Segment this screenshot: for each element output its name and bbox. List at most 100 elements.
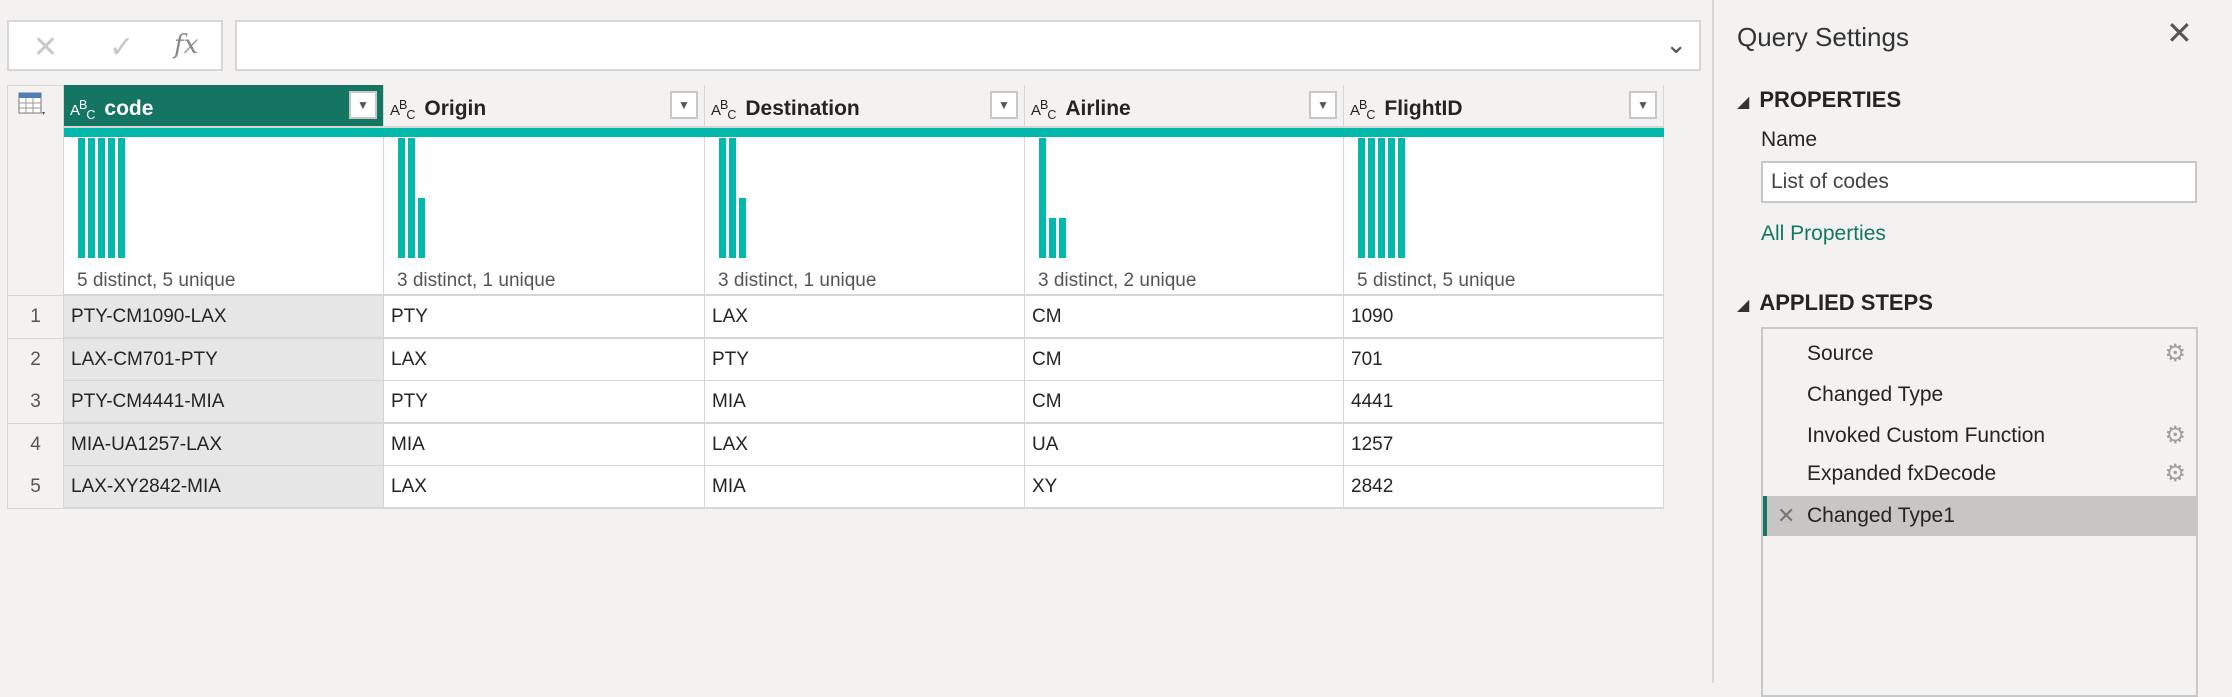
text-type-icon[interactable]: ABC xyxy=(70,98,95,122)
table-cell[interactable]: PTY xyxy=(384,296,705,339)
column-header-origin[interactable]: ABC Origin ▼ xyxy=(384,85,705,128)
table-cell[interactable]: PTY-CM1090-LAX xyxy=(64,296,384,339)
row-number[interactable]: 1 xyxy=(7,296,64,339)
column-quality-bar xyxy=(64,128,384,137)
applied-steps-list: Source ⚙ Changed Type Invoked Custom Fun… xyxy=(1761,327,2198,697)
distinct-unique-summary: 5 distinct, 5 unique xyxy=(1357,270,1516,291)
table-cell[interactable]: 1090 xyxy=(1344,296,1664,339)
applied-step[interactable]: Expanded fxDecode ⚙ xyxy=(1763,454,2196,494)
row-number[interactable]: 2 xyxy=(7,338,64,382)
histogram-bar[interactable] xyxy=(729,138,736,258)
table-cell[interactable]: PTY xyxy=(384,381,705,424)
histogram-bar[interactable] xyxy=(78,138,85,258)
histogram-bar[interactable] xyxy=(1398,138,1405,258)
histogram-bar[interactable] xyxy=(739,198,746,258)
table-cell[interactable]: CM xyxy=(1025,381,1344,424)
table-cell[interactable]: MIA xyxy=(705,466,1025,509)
row-number[interactable]: 4 xyxy=(7,423,64,467)
applied-step[interactable]: Changed Type xyxy=(1763,375,2196,415)
histogram-bar[interactable] xyxy=(1368,138,1375,258)
column-header-destination[interactable]: ABC Destination ▼ xyxy=(705,85,1025,128)
text-type-icon[interactable]: ABC xyxy=(390,98,415,122)
column-quality-bar xyxy=(384,128,705,137)
column-name: Airline xyxy=(1065,97,1131,120)
column-profile[interactable]: 5 distinct, 5 unique xyxy=(1344,137,1664,296)
table-cell[interactable]: CM xyxy=(1025,296,1344,339)
gear-icon[interactable]: ⚙ xyxy=(2164,422,2186,449)
applied-step[interactable]: Source ⚙ xyxy=(1763,334,2196,374)
row-number[interactable]: 3 xyxy=(7,381,64,424)
table-cell[interactable]: LAX-XY2842-MIA xyxy=(64,466,384,509)
table-cell[interactable]: 701 xyxy=(1344,338,1664,382)
histogram-bar[interactable] xyxy=(408,138,415,258)
column-profile[interactable]: 3 distinct, 1 unique xyxy=(705,137,1025,296)
table-cell[interactable]: MIA xyxy=(705,381,1025,424)
all-properties-link[interactable]: All Properties xyxy=(1761,222,1886,245)
text-type-icon[interactable]: ABC xyxy=(711,98,736,122)
histogram-bar[interactable] xyxy=(118,138,125,258)
column-quality-bar xyxy=(705,128,1025,137)
filter-dropdown-button[interactable]: ▼ xyxy=(990,91,1018,119)
filter-dropdown-button[interactable]: ▼ xyxy=(1629,91,1657,119)
histogram-bar[interactable] xyxy=(418,198,425,258)
check-icon[interactable]: ✓ xyxy=(109,31,135,64)
column-profile[interactable]: 5 distinct, 5 unique xyxy=(64,137,384,296)
table-menu-button[interactable] xyxy=(7,85,64,296)
histogram-bar[interactable] xyxy=(1059,218,1066,258)
histogram-bar[interactable] xyxy=(398,138,405,258)
histogram-bar[interactable] xyxy=(108,138,115,258)
table-cell[interactable]: 1257 xyxy=(1344,423,1664,467)
row-number[interactable]: 5 xyxy=(7,466,64,509)
column-header-flightid[interactable]: ABC FlightID ▼ xyxy=(1344,85,1664,128)
histogram-bar[interactable] xyxy=(1388,138,1395,258)
text-type-icon[interactable]: ABC xyxy=(1350,98,1375,122)
expand-formula-icon[interactable]: ⌄ xyxy=(1665,30,1687,60)
histogram-bar[interactable] xyxy=(719,138,726,258)
step-label: Source xyxy=(1807,342,1874,365)
query-name-input[interactable] xyxy=(1761,161,2197,203)
column-header-airline[interactable]: ABC Airline ▼ xyxy=(1025,85,1344,128)
collapse-triangle-icon: ◢ xyxy=(1737,94,1750,111)
histogram-bar[interactable] xyxy=(1378,138,1385,258)
table-cell[interactable]: MIA xyxy=(384,423,705,467)
filter-dropdown-button[interactable]: ▼ xyxy=(670,91,698,119)
table-cell[interactable]: CM xyxy=(1025,338,1344,382)
applied-step[interactable]: Invoked Custom Function ⚙ xyxy=(1763,416,2196,456)
table-cell[interactable]: UA xyxy=(1025,423,1344,467)
close-icon[interactable]: ✕ xyxy=(2166,15,2193,51)
column-profile[interactable]: 3 distinct, 1 unique xyxy=(384,137,705,296)
histogram-bar[interactable] xyxy=(1039,138,1046,258)
column-quality-bar xyxy=(1344,128,1664,137)
cancel-icon[interactable]: ✕ xyxy=(33,31,59,64)
delete-step-icon[interactable]: ✕ xyxy=(1777,503,1796,528)
fx-icon[interactable]: fx xyxy=(174,30,199,60)
table-cell[interactable]: XY xyxy=(1025,466,1344,509)
table-cell[interactable]: 2842 xyxy=(1344,466,1664,509)
applied-step[interactable]: ✕ Changed Type1 xyxy=(1763,496,2196,536)
applied-steps-header[interactable]: ◢ APPLIED STEPS xyxy=(1737,290,1933,316)
table-cell[interactable]: LAX xyxy=(705,296,1025,339)
column-header-code[interactable]: ABC code ▼ xyxy=(64,85,384,128)
table-cell[interactable]: MIA-UA1257-LAX xyxy=(64,423,384,467)
table-cell[interactable]: LAX xyxy=(384,466,705,509)
histogram-bar[interactable] xyxy=(98,138,105,258)
table-cell[interactable]: 4441 xyxy=(1344,381,1664,424)
table-cell[interactable]: LAX-CM701-PTY xyxy=(64,338,384,382)
filter-dropdown-button[interactable]: ▼ xyxy=(1309,91,1337,119)
table-cell[interactable]: LAX xyxy=(384,338,705,382)
filter-dropdown-button[interactable]: ▼ xyxy=(349,91,377,119)
column-name: Destination xyxy=(745,97,860,120)
histogram-bar[interactable] xyxy=(1049,218,1056,258)
text-type-icon[interactable]: ABC xyxy=(1031,98,1056,122)
gear-icon[interactable]: ⚙ xyxy=(2164,460,2186,487)
histogram-bar[interactable] xyxy=(1358,138,1365,258)
properties-header[interactable]: ◢ PROPERTIES xyxy=(1737,87,1901,113)
step-label: Changed Type1 xyxy=(1807,504,1955,527)
formula-input[interactable]: = Table.TransformColumnTypes(#"Expanded … xyxy=(235,20,1701,71)
table-cell[interactable]: PTY xyxy=(705,338,1025,382)
histogram-bar[interactable] xyxy=(88,138,95,258)
table-cell[interactable]: PTY-CM4441-MIA xyxy=(64,381,384,424)
gear-icon[interactable]: ⚙ xyxy=(2164,340,2186,367)
column-profile[interactable]: 3 distinct, 2 unique xyxy=(1025,137,1344,296)
table-cell[interactable]: LAX xyxy=(705,423,1025,467)
